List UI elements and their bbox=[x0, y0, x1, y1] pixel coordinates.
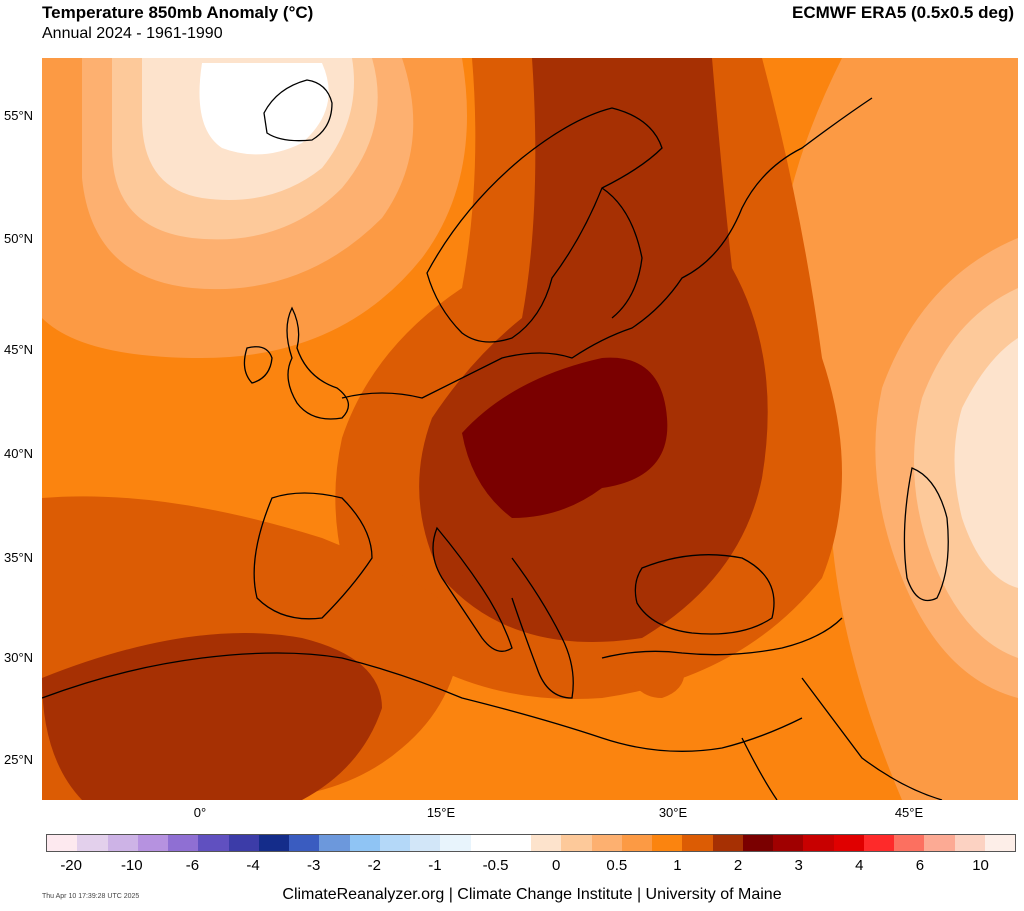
data-source-label: ECMWF ERA5 (0.5x0.5 deg) bbox=[792, 3, 1014, 22]
legend-swatch bbox=[470, 835, 501, 851]
color-legend bbox=[46, 834, 1016, 852]
legend-label: 1 bbox=[673, 857, 682, 874]
lon-label: 45°E bbox=[894, 805, 924, 820]
legend-swatch bbox=[652, 835, 683, 851]
legend-swatch bbox=[682, 835, 713, 851]
legend-swatch bbox=[863, 835, 894, 851]
legend-swatch bbox=[621, 835, 652, 851]
anomaly-band-east-4 bbox=[954, 338, 1018, 588]
legend-swatch bbox=[107, 835, 138, 851]
legend-swatch bbox=[773, 835, 804, 851]
legend-label: -1 bbox=[428, 857, 442, 874]
legend-swatch bbox=[500, 835, 531, 851]
legend-swatch bbox=[924, 835, 955, 851]
lon-label: 15°E bbox=[426, 805, 456, 820]
legend-labels: -20-10-6-4-3-2-1-0.500.5123461020 bbox=[46, 857, 1016, 877]
map-title: Temperature 850mb Anomaly (°C) bbox=[42, 3, 314, 22]
legend-label: 0 bbox=[551, 857, 561, 874]
legend-swatch bbox=[289, 835, 320, 851]
legend-swatch bbox=[319, 835, 350, 851]
legend-label: 0.5 bbox=[606, 857, 628, 874]
lat-label: 55°N bbox=[4, 108, 34, 123]
legend-label: 3 bbox=[794, 857, 803, 874]
legend-swatch bbox=[77, 835, 108, 851]
legend-label: 10 bbox=[972, 857, 989, 874]
legend-swatch bbox=[198, 835, 229, 851]
legend-swatch bbox=[168, 835, 199, 851]
legend-swatch bbox=[984, 835, 1015, 851]
lat-label: 45°N bbox=[4, 342, 34, 357]
lon-label: 30°E bbox=[658, 805, 688, 820]
legend-swatch bbox=[833, 835, 864, 851]
footer-credit: ClimateReanalyzer.org | Climate Change I… bbox=[282, 886, 782, 903]
anomaly-map bbox=[42, 58, 1018, 800]
legend-swatch bbox=[954, 835, 985, 851]
lat-label: 30°N bbox=[4, 650, 34, 665]
legend-swatch bbox=[379, 835, 410, 851]
legend-label: -10 bbox=[120, 857, 143, 874]
legend-label: -6 bbox=[185, 857, 200, 874]
legend-swatch bbox=[531, 835, 562, 851]
legend-swatch bbox=[47, 835, 78, 851]
legend-swatch bbox=[742, 835, 773, 851]
legend-swatch bbox=[349, 835, 380, 851]
legend-swatch bbox=[803, 835, 834, 851]
legend-swatch bbox=[561, 835, 592, 851]
legend-label: -3 bbox=[306, 857, 321, 874]
legend-label: -2 bbox=[367, 857, 381, 874]
lat-label: 25°N bbox=[4, 752, 34, 767]
map-subtitle: Annual 2024 - 1961-1990 bbox=[42, 25, 223, 42]
legend-label: -4 bbox=[246, 857, 260, 874]
legend-label: -0.5 bbox=[482, 857, 509, 874]
legend-swatch bbox=[894, 835, 925, 851]
anomaly-band-sw-2 bbox=[42, 633, 382, 800]
legend-label: 4 bbox=[855, 857, 864, 874]
lon-label: 0° bbox=[193, 805, 207, 820]
anomaly-band-ukraine bbox=[622, 648, 685, 698]
anomaly-band-central-3 bbox=[462, 357, 668, 518]
coastline-outlines bbox=[42, 79, 949, 800]
legend-swatch bbox=[410, 835, 441, 851]
lat-label: 50°N bbox=[4, 231, 34, 246]
legend-label: 6 bbox=[915, 857, 925, 874]
legend-swatch bbox=[228, 835, 259, 851]
timestamp: Thu Apr 10 17:39:28 UTC 2025 bbox=[42, 893, 140, 900]
legend-label: 2 bbox=[733, 857, 743, 874]
lat-label: 40°N bbox=[4, 446, 34, 461]
legend-swatch bbox=[258, 835, 289, 851]
lat-label: 35°N bbox=[4, 550, 34, 565]
anomaly-band-nw-5 bbox=[199, 63, 329, 155]
legend-swatch bbox=[712, 835, 743, 851]
legend-swatch bbox=[440, 835, 471, 851]
legend-swatch bbox=[591, 835, 622, 851]
legend-swatch bbox=[137, 835, 168, 851]
legend-label: -20 bbox=[60, 857, 82, 874]
